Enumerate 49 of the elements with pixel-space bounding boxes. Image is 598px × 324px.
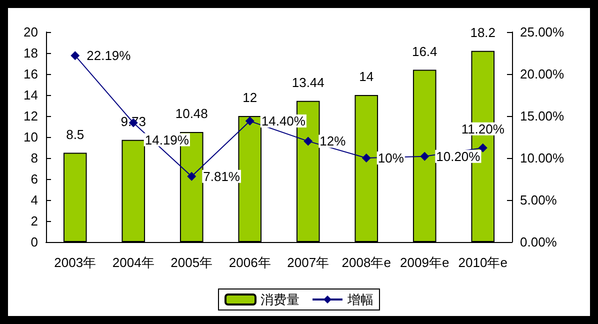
y-tick-label: 10 [24,130,38,144]
data-label: 12 [242,90,258,105]
data-label: 12% [320,134,346,149]
y-tick-label: 18 [24,46,38,60]
y-tick-label: 6 [30,172,38,186]
y-tick-label: 14 [24,88,38,102]
data-label: 16.4 [412,44,438,59]
legend-label: 消费量 [260,292,300,307]
data-label: 10% [378,150,404,166]
y2-tick-label: 15.00% [520,108,565,124]
data-label: 18.2 [470,24,496,40]
point [70,51,80,60]
y2-tick-label: 10.00% [520,150,565,166]
y-tick-label: 20 [24,24,38,40]
point [420,152,430,161]
x-tick-label: 2005年 [170,255,213,270]
y-tick-label: 0 [30,234,38,250]
y2-tick-label: 20.00% [520,66,565,82]
point [187,172,196,181]
data-label: 22.19% [86,48,132,64]
point [362,154,371,162]
data-label: 13.44 [292,74,324,90]
point [245,116,254,126]
x-tick-label: 2008年e [342,255,391,270]
data-label: 10.48 [175,106,208,121]
data-label: 14.40% [261,114,306,129]
data-label: 7.81% [203,168,240,184]
x-tick-label: 2009年e [400,255,450,270]
point [304,136,313,146]
legend-label: 增幅 [346,292,374,307]
x-tick-label: 2010年e [458,255,508,270]
y2-tick-label: 0.00% [520,234,558,250]
y-tick-label: 12 [24,108,38,124]
point [478,143,488,152]
x-tick-label: 2006年 [228,255,271,270]
y-tick-label: 2 [30,214,38,228]
y2-tick-label: 25.00% [520,24,565,40]
data-label: 11.20% [461,121,505,136]
x-tick-label: 2007年 [287,255,330,270]
x-tick-label: 2004年 [112,255,154,270]
x-tick-label: 2003年 [54,255,96,270]
data-label: 8.5 [66,126,84,142]
data-label: 14.19% [144,132,190,148]
y-tick-label: 4 [30,192,38,208]
data-label: 14 [359,69,374,84]
y2-tick-label: 5.00% [520,192,558,208]
y-tick-label: 16 [24,66,38,82]
data-label: 10.20% [436,148,481,164]
y-tick-label: 8 [30,150,38,166]
